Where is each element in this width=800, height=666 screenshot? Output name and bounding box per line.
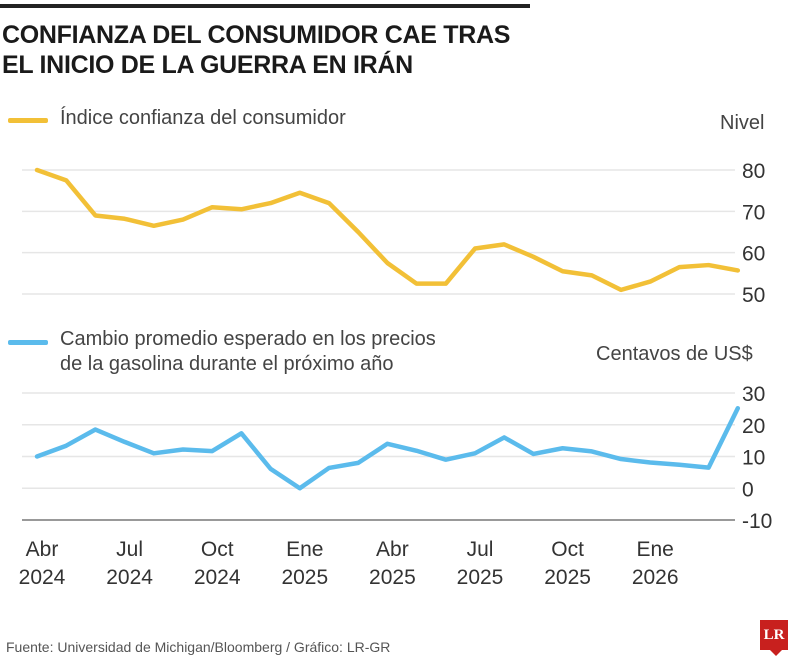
x-tick-year: 2025 <box>457 566 504 589</box>
source-note: Fuente: Universidad de Michigan/Bloomber… <box>6 639 391 655</box>
gasoline-line <box>34 405 741 491</box>
y-tick-label: 30 <box>742 383 765 406</box>
x-tick-year: 2024 <box>19 566 66 589</box>
x-tick-year: 2024 <box>106 566 153 589</box>
x-tick-year: 2026 <box>632 566 679 589</box>
x-tick-month: Oct <box>551 538 584 561</box>
x-tick-month: Ene <box>637 538 674 561</box>
x-tick-month: Jul <box>467 538 494 561</box>
x-tick-year: 2024 <box>194 566 241 589</box>
confidence-line <box>34 167 741 293</box>
x-tick-month: Abr <box>376 538 409 561</box>
legend-confidence: Índice confianza del consumidor <box>60 107 346 129</box>
y-tick-label: 20 <box>742 415 765 438</box>
y-tick-label: 60 <box>742 243 765 266</box>
legend-swatch-gasoline <box>8 340 48 345</box>
x-tick-month: Jul <box>116 538 143 561</box>
y-tick-label: 50 <box>742 284 765 307</box>
chart-title: CONFIANZA DEL CONSUMIDOR CAE TRAS EL INI… <box>2 20 510 80</box>
y-tick-label: 70 <box>742 201 765 224</box>
legend-gasoline: Cambio promedio esperado en los precios … <box>60 327 436 377</box>
x-tick-month: Abr <box>26 538 59 561</box>
x-tick-year: 2025 <box>544 566 591 589</box>
top-rule <box>0 4 530 8</box>
title-line-2: EL INICIO DE LA GUERRA EN IRÁN <box>2 51 413 79</box>
x-tick-month: Ene <box>286 538 323 561</box>
y-tick-label: 80 <box>742 160 765 183</box>
x-tick-year: 2025 <box>281 566 328 589</box>
x-tick-month: Oct <box>201 538 234 561</box>
y-tick-label: 10 <box>742 447 765 470</box>
legend-gasoline-line-1: Cambio promedio esperado en los precios <box>60 328 436 350</box>
unit-label-top: Nivel <box>720 112 765 134</box>
title-line-1: CONFIANZA DEL CONSUMIDOR CAE TRAS <box>2 21 511 49</box>
legend-gasoline-line-2: de la gasolina durante el próximo año <box>60 353 394 375</box>
lr-logo: LR <box>760 620 788 656</box>
y-tick-label: -10 <box>742 510 772 533</box>
legend-swatch-confidence <box>8 118 48 123</box>
x-tick-year: 2025 <box>369 566 416 589</box>
y-tick-label: 0 <box>742 478 754 501</box>
unit-label-bottom: Centavos de US$ <box>596 343 753 365</box>
